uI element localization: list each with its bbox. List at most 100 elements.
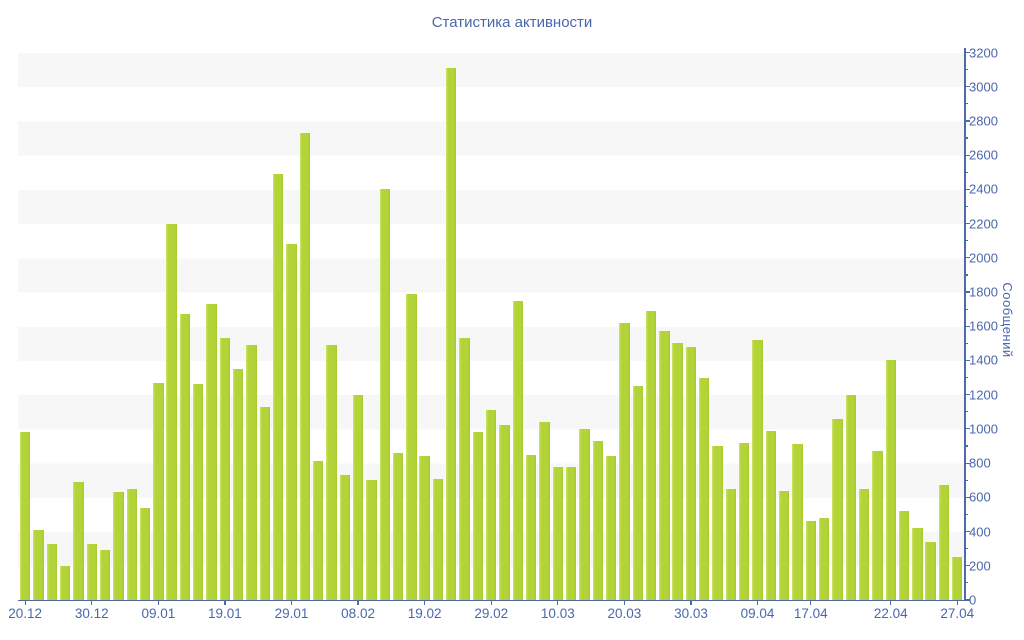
y-major-tick: [964, 394, 970, 396]
y-minor-tick: [964, 376, 968, 379]
y-minor-tick: [964, 171, 968, 173]
bar: [299, 132, 311, 600]
bar: [818, 517, 830, 600]
bar: [59, 565, 71, 600]
y-tick-label: 1800: [969, 284, 998, 300]
y-major-tick: [964, 565, 970, 567]
bar: [712, 446, 723, 600]
x-tick: [490, 600, 492, 605]
y-major-tick: [964, 530, 970, 533]
y-minor-tick: [964, 137, 968, 139]
y-minor-tick: [964, 411, 968, 413]
y-minor-tick: [964, 69, 968, 71]
y-major-tick: [964, 325, 970, 327]
y-tick-label: 2000: [969, 250, 998, 266]
y-minor-tick: [964, 513, 968, 516]
bar: [858, 488, 870, 600]
bar: [166, 223, 177, 600]
bar: [246, 345, 257, 600]
bar: [632, 386, 643, 600]
y-minor-tick: [964, 479, 968, 481]
bar: [872, 451, 883, 600]
x-tick: [890, 600, 892, 605]
y-tick-label: 0: [969, 592, 977, 608]
bar: [432, 478, 444, 600]
bar: [672, 343, 683, 600]
x-tick-label: 29.02: [474, 606, 509, 621]
bar: [312, 461, 324, 600]
y-tick-label: 2400: [969, 181, 998, 197]
y-tick-label: 3200: [969, 45, 998, 60]
plot-area: [18, 52, 965, 600]
y-tick-label: 200: [969, 558, 991, 574]
bar: [126, 488, 137, 600]
bar: [379, 189, 390, 600]
x-tick: [690, 600, 692, 605]
bar: [605, 456, 617, 600]
x-axis-line: [18, 599, 966, 602]
bar: [539, 422, 550, 600]
bar: [499, 425, 510, 600]
y-minor-tick: [964, 445, 968, 447]
chart-title: Статистика активности: [431, 14, 593, 31]
bar: [739, 442, 750, 600]
y-major-tick: [964, 51, 970, 54]
bar: [512, 300, 524, 600]
bar: [525, 454, 537, 600]
y-tick-label: 600: [969, 489, 991, 505]
bar: [938, 485, 950, 600]
y-tick-label: 800: [969, 455, 991, 471]
y-major-tick: [964, 120, 970, 122]
bar: [752, 339, 763, 600]
y-major-tick: [964, 154, 970, 156]
bar: [153, 382, 164, 600]
y-major-tick: [964, 428, 970, 430]
y-major-tick: [964, 462, 970, 464]
bar: [272, 173, 284, 600]
x-tick-label: 17.04: [793, 606, 828, 621]
x-tick: [424, 600, 426, 605]
bar: [619, 322, 630, 600]
bar: [339, 475, 350, 600]
y-minor-tick: [964, 103, 968, 105]
bar: [286, 244, 297, 600]
bar: [486, 410, 497, 600]
y-tick-label: 1200: [969, 387, 998, 403]
bar: [552, 466, 564, 600]
y-tick-label: 1400: [969, 352, 998, 368]
x-tick: [623, 600, 625, 605]
bar: [805, 521, 817, 600]
x-tick: [91, 600, 93, 605]
y-tick-label: 3000: [969, 79, 998, 95]
y-major-tick: [964, 86, 970, 88]
bar: [20, 432, 31, 600]
x-tick: [290, 600, 293, 605]
bar: [885, 360, 896, 600]
x-tick: [157, 600, 159, 605]
y-major-tick: [964, 188, 970, 190]
bar: [206, 304, 217, 600]
y-major-tick: [964, 222, 970, 225]
bar: [446, 67, 457, 600]
bar: [952, 557, 963, 600]
y-major-tick: [964, 496, 970, 498]
x-tick-label: 22.04: [873, 606, 908, 621]
bar: [352, 394, 364, 600]
bar: [845, 394, 856, 600]
bar: [699, 377, 710, 600]
y-minor-tick: [964, 342, 968, 344]
y-major-tick: [964, 599, 970, 601]
x-tick-label: 09.01: [141, 606, 176, 621]
bar: [46, 543, 58, 600]
bar: [579, 428, 590, 600]
bar: [179, 314, 191, 600]
bar: [233, 369, 244, 600]
bar: [778, 490, 790, 600]
y-minor-tick: [964, 274, 968, 276]
bar: [259, 406, 271, 600]
x-tick-label: 20.03: [607, 606, 642, 621]
bar: [472, 432, 484, 600]
y-tick-label: 2800: [969, 113, 998, 129]
y-major-tick: [964, 359, 970, 362]
